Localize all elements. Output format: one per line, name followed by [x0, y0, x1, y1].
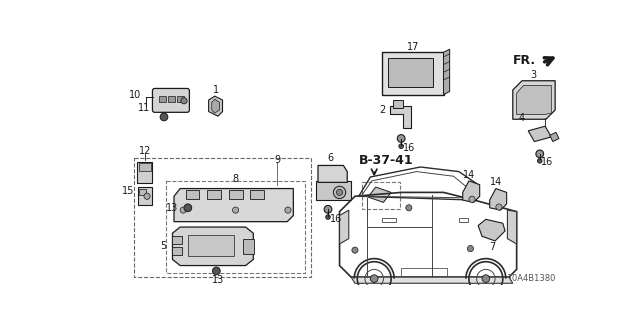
Polygon shape [340, 210, 349, 244]
Circle shape [538, 158, 542, 163]
Bar [393, 100, 403, 108]
Polygon shape [516, 85, 551, 115]
Text: 1: 1 [212, 85, 219, 95]
Polygon shape [390, 106, 411, 128]
Bar [388, 59, 433, 87]
Polygon shape [550, 132, 559, 141]
Bar [186, 190, 200, 199]
Circle shape [371, 275, 378, 283]
Polygon shape [508, 210, 516, 244]
Bar [207, 190, 221, 199]
Text: 13: 13 [166, 203, 179, 213]
Circle shape [469, 196, 475, 203]
Polygon shape [528, 126, 551, 141]
Text: 12: 12 [138, 146, 151, 156]
Text: 16: 16 [541, 156, 554, 167]
Text: T0A4B1380: T0A4B1380 [507, 274, 555, 283]
Bar [250, 190, 264, 199]
Text: 10: 10 [129, 90, 141, 100]
Polygon shape [316, 181, 351, 200]
Circle shape [184, 204, 192, 212]
Polygon shape [478, 219, 505, 241]
Bar [140, 189, 145, 196]
Bar [172, 247, 182, 255]
Text: 7: 7 [489, 242, 495, 252]
Text: B-37-41: B-37-41 [359, 154, 413, 166]
Circle shape [333, 186, 346, 198]
Circle shape [496, 204, 502, 210]
Bar [134, 158, 311, 277]
Bar [159, 96, 166, 102]
Circle shape [232, 207, 239, 213]
Polygon shape [382, 52, 444, 95]
Polygon shape [351, 277, 513, 283]
Text: 5: 5 [160, 241, 166, 251]
Circle shape [324, 205, 332, 213]
Bar [243, 239, 254, 254]
Bar [228, 190, 243, 199]
Bar [139, 163, 151, 171]
Bar [166, 181, 305, 273]
Bar [362, 182, 401, 209]
Polygon shape [463, 181, 480, 203]
Polygon shape [172, 227, 253, 266]
Polygon shape [209, 96, 223, 116]
Polygon shape [368, 187, 391, 203]
Polygon shape [444, 49, 450, 95]
Text: 2: 2 [379, 105, 385, 115]
Circle shape [397, 135, 405, 142]
Circle shape [326, 215, 330, 219]
Text: 3: 3 [531, 69, 537, 80]
Polygon shape [513, 81, 555, 119]
Text: 14: 14 [463, 170, 475, 180]
Bar [172, 236, 182, 244]
Bar [177, 96, 184, 102]
Circle shape [212, 267, 220, 275]
Circle shape [352, 247, 358, 253]
Text: 14: 14 [490, 177, 502, 188]
Bar [137, 162, 152, 183]
Text: 11: 11 [138, 103, 150, 113]
Polygon shape [318, 165, 348, 182]
Circle shape [160, 113, 168, 121]
Polygon shape [490, 188, 507, 210]
Polygon shape [174, 188, 293, 222]
Bar [168, 96, 175, 102]
Circle shape [181, 98, 187, 104]
Bar [188, 235, 234, 256]
Circle shape [285, 207, 291, 213]
Text: 9: 9 [274, 155, 280, 165]
FancyBboxPatch shape [152, 88, 189, 112]
Text: 16: 16 [330, 213, 342, 224]
Circle shape [482, 275, 490, 283]
Text: 8: 8 [232, 174, 239, 184]
Text: 16: 16 [403, 143, 415, 153]
Circle shape [337, 189, 342, 196]
Circle shape [180, 207, 186, 213]
Circle shape [536, 150, 543, 158]
Text: 4: 4 [518, 114, 524, 124]
Circle shape [467, 245, 474, 252]
Bar [401, 268, 447, 276]
Bar [382, 218, 396, 222]
Circle shape [399, 144, 403, 148]
Text: 13: 13 [212, 275, 224, 285]
Text: 17: 17 [406, 42, 419, 52]
Bar [138, 187, 152, 205]
Circle shape [406, 205, 412, 211]
Text: FR.: FR. [513, 54, 536, 67]
Polygon shape [212, 99, 220, 113]
Text: 6: 6 [327, 153, 333, 163]
Text: 15: 15 [122, 186, 134, 196]
Bar [459, 218, 468, 222]
Circle shape [144, 193, 150, 199]
